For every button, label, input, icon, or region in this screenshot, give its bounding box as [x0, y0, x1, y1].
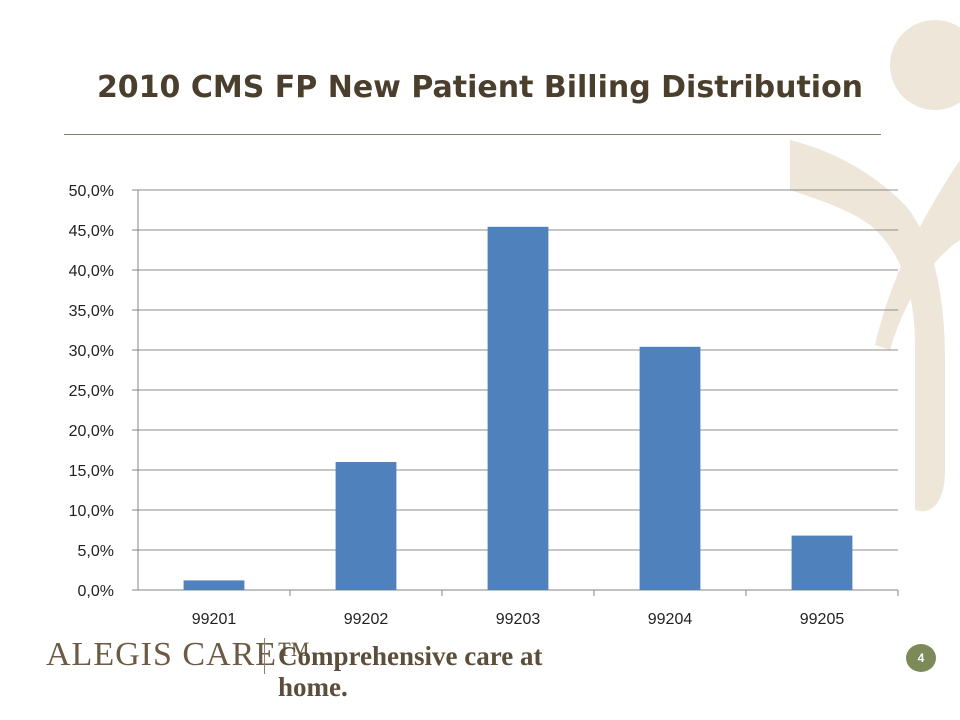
y-tick-label: 40,0% [69, 263, 114, 280]
bar-99202 [335, 462, 397, 590]
bar-99204 [639, 346, 701, 590]
y-tick-label: 20,0% [69, 423, 114, 440]
y-tick-label: 0,0% [78, 583, 114, 600]
x-tick-label: 99201 [192, 611, 237, 628]
y-tick-label: 35,0% [69, 303, 114, 320]
slide-title: 2010 CMS FP New Patient Billing Distribu… [96, 70, 864, 105]
y-tick-label: 50,0% [69, 183, 114, 200]
page-number-badge: 4 [906, 644, 936, 672]
y-tick-label: 15,0% [69, 463, 114, 480]
y-tick-label: 25,0% [69, 383, 114, 400]
logo-separator [264, 638, 265, 674]
bar-99205 [791, 535, 853, 590]
bar-99203 [487, 226, 549, 591]
y-tick-label: 30,0% [69, 343, 114, 360]
x-tick-label: 99202 [344, 611, 389, 628]
y-tick-label: 5,0% [78, 543, 114, 560]
y-tick-label: 45,0% [69, 223, 114, 240]
brand-name: ALEGIS CARE™ [46, 636, 312, 673]
x-tick-label: 99203 [496, 611, 541, 628]
y-tick-label: 10,0% [69, 503, 114, 520]
brand-tagline: Comprehensive care at home. [278, 641, 543, 702]
x-tick-label: 99204 [648, 611, 693, 628]
bar-99201 [183, 580, 245, 590]
title-divider [64, 134, 881, 135]
x-tick-label: 99205 [800, 611, 845, 628]
footer-logo: ALEGIS CARE™ Comprehensive care at home. [46, 630, 606, 702]
